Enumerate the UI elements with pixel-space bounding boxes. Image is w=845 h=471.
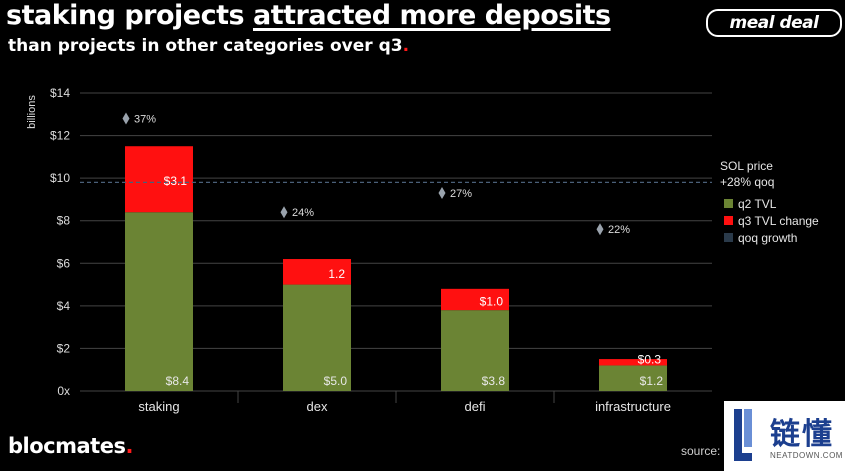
chart-subtitle: than projects in other categories over q… <box>8 36 409 56</box>
y-axis-label: billions <box>26 95 38 129</box>
y-tick-label: $12 <box>50 129 70 143</box>
y-tick-label: $6 <box>57 256 71 270</box>
legend-label: q3 TVL change <box>738 214 819 228</box>
legend-swatch <box>724 233 733 242</box>
subtitle-dot: . <box>402 36 410 56</box>
bar-q2-tvl <box>283 284 351 391</box>
subtitle-text: than projects in other categories over q… <box>8 36 403 56</box>
title-part-plain: staking projects <box>6 0 253 31</box>
growth-label: 37% <box>134 114 156 126</box>
x-category-label: staking <box>138 399 179 414</box>
y-tick-label: 0x <box>57 384 70 398</box>
legend-label: qoq growth <box>738 231 797 245</box>
y-tick-label: $8 <box>57 214 71 228</box>
brand-dot: . <box>125 434 133 458</box>
bar-q2-tvl <box>125 212 193 391</box>
bar-q2-value-label: $3.8 <box>482 374 506 388</box>
y-tick-label: $14 <box>50 86 70 100</box>
blocmates-brand: blocmates. <box>8 434 133 458</box>
legend-swatch <box>724 199 733 208</box>
bar-q3-value-label: $0.3 <box>638 352 662 366</box>
bar-q2-value-label: $1.2 <box>640 374 664 388</box>
y-tick-label: $4 <box>57 299 71 313</box>
bar-q3-value-label: 1.2 <box>328 267 345 281</box>
bar-q3-value-label: $3.1 <box>164 174 188 188</box>
reference-line-sublabel: +28% qoq <box>720 175 774 189</box>
reference-line-label: SOL price <box>720 159 773 173</box>
growth-label: 27% <box>450 188 472 200</box>
growth-label: 24% <box>292 207 314 219</box>
title-part-underlined: attracted more deposits <box>253 0 611 31</box>
watermark-logo-icon <box>734 409 752 461</box>
chart-title: staking projects attracted more deposits <box>6 0 611 31</box>
x-category-label: dex <box>307 399 328 414</box>
growth-marker <box>596 223 604 236</box>
legend-label: q2 TVL <box>738 197 777 211</box>
watermark-site-text: NEATDOWN.COM <box>770 451 843 460</box>
y-tick-label: $2 <box>57 341 71 355</box>
x-category-label: infrastructure <box>595 399 671 414</box>
bar-q3-tvl-change <box>283 259 351 285</box>
bar-q3-tvl-change <box>599 359 667 366</box>
bar-q3-tvl-change <box>125 146 193 213</box>
y-tick-label: $10 <box>50 171 70 185</box>
watermark-chinese-text: 链懂 <box>770 417 834 452</box>
watermark-badge: 链懂 NEATDOWN.COM <box>724 401 845 471</box>
growth-label: 22% <box>608 224 630 236</box>
source-label: source: <box>681 444 721 458</box>
bar-q2-tvl <box>599 365 667 391</box>
meal-deal-logo: meal deal <box>706 9 842 37</box>
growth-marker <box>122 112 130 125</box>
bar-q2-value-label: $8.4 <box>166 374 190 388</box>
meal-deal-logo-text: meal deal <box>729 13 819 33</box>
bar-q2-tvl <box>441 310 509 391</box>
bar-q3-value-label: $1.0 <box>480 294 504 308</box>
x-category-label: defi <box>465 399 486 414</box>
bar-q2-value-label: $5.0 <box>324 374 348 388</box>
growth-marker <box>438 187 446 200</box>
growth-marker <box>280 206 288 219</box>
bar-q3-tvl-change <box>441 288 509 311</box>
brand-text: blocmates <box>8 434 126 458</box>
legend-swatch <box>724 216 733 225</box>
